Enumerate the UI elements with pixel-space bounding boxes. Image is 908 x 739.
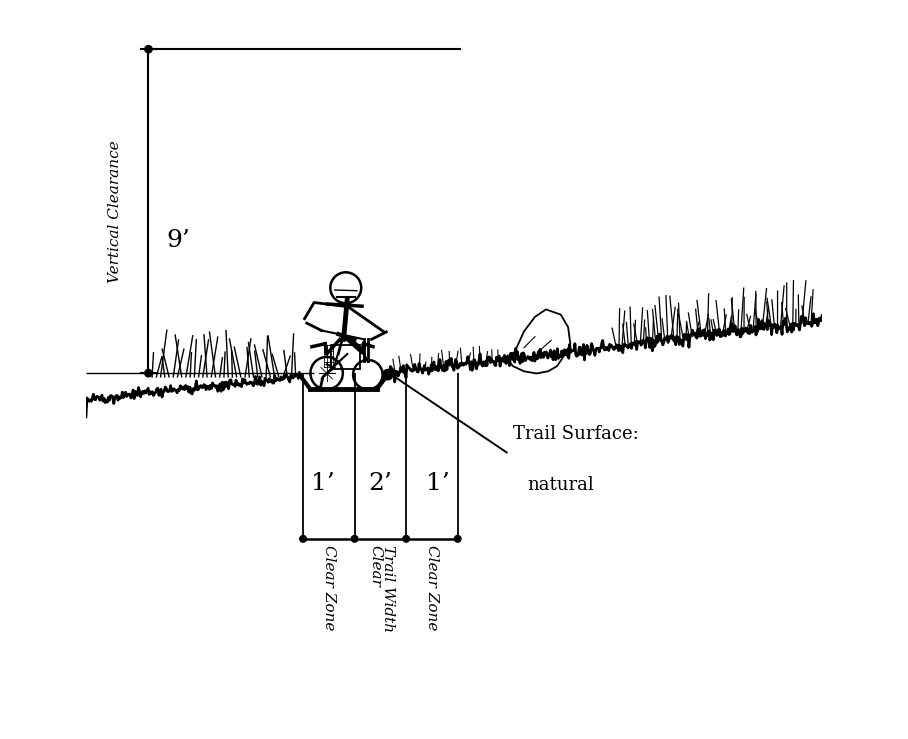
Text: Clear Zone: Clear Zone — [321, 545, 336, 630]
Circle shape — [454, 536, 461, 542]
Circle shape — [144, 46, 153, 53]
Text: Trail Width: Trail Width — [380, 545, 395, 632]
Text: Vertical Clearance: Vertical Clearance — [108, 140, 123, 282]
Text: natural: natural — [528, 476, 595, 494]
Text: 1’: 1’ — [426, 471, 449, 494]
Circle shape — [351, 536, 358, 542]
Text: Trail Surface:: Trail Surface: — [513, 425, 638, 443]
Text: 2’: 2’ — [369, 471, 392, 494]
Circle shape — [300, 536, 306, 542]
Text: 9’: 9’ — [167, 229, 191, 252]
Text: Clear Zone: Clear Zone — [425, 545, 439, 630]
Circle shape — [144, 370, 153, 377]
Circle shape — [382, 370, 393, 380]
Circle shape — [403, 536, 410, 542]
Text: 1’: 1’ — [311, 471, 335, 494]
Text: Clear: Clear — [369, 545, 382, 587]
